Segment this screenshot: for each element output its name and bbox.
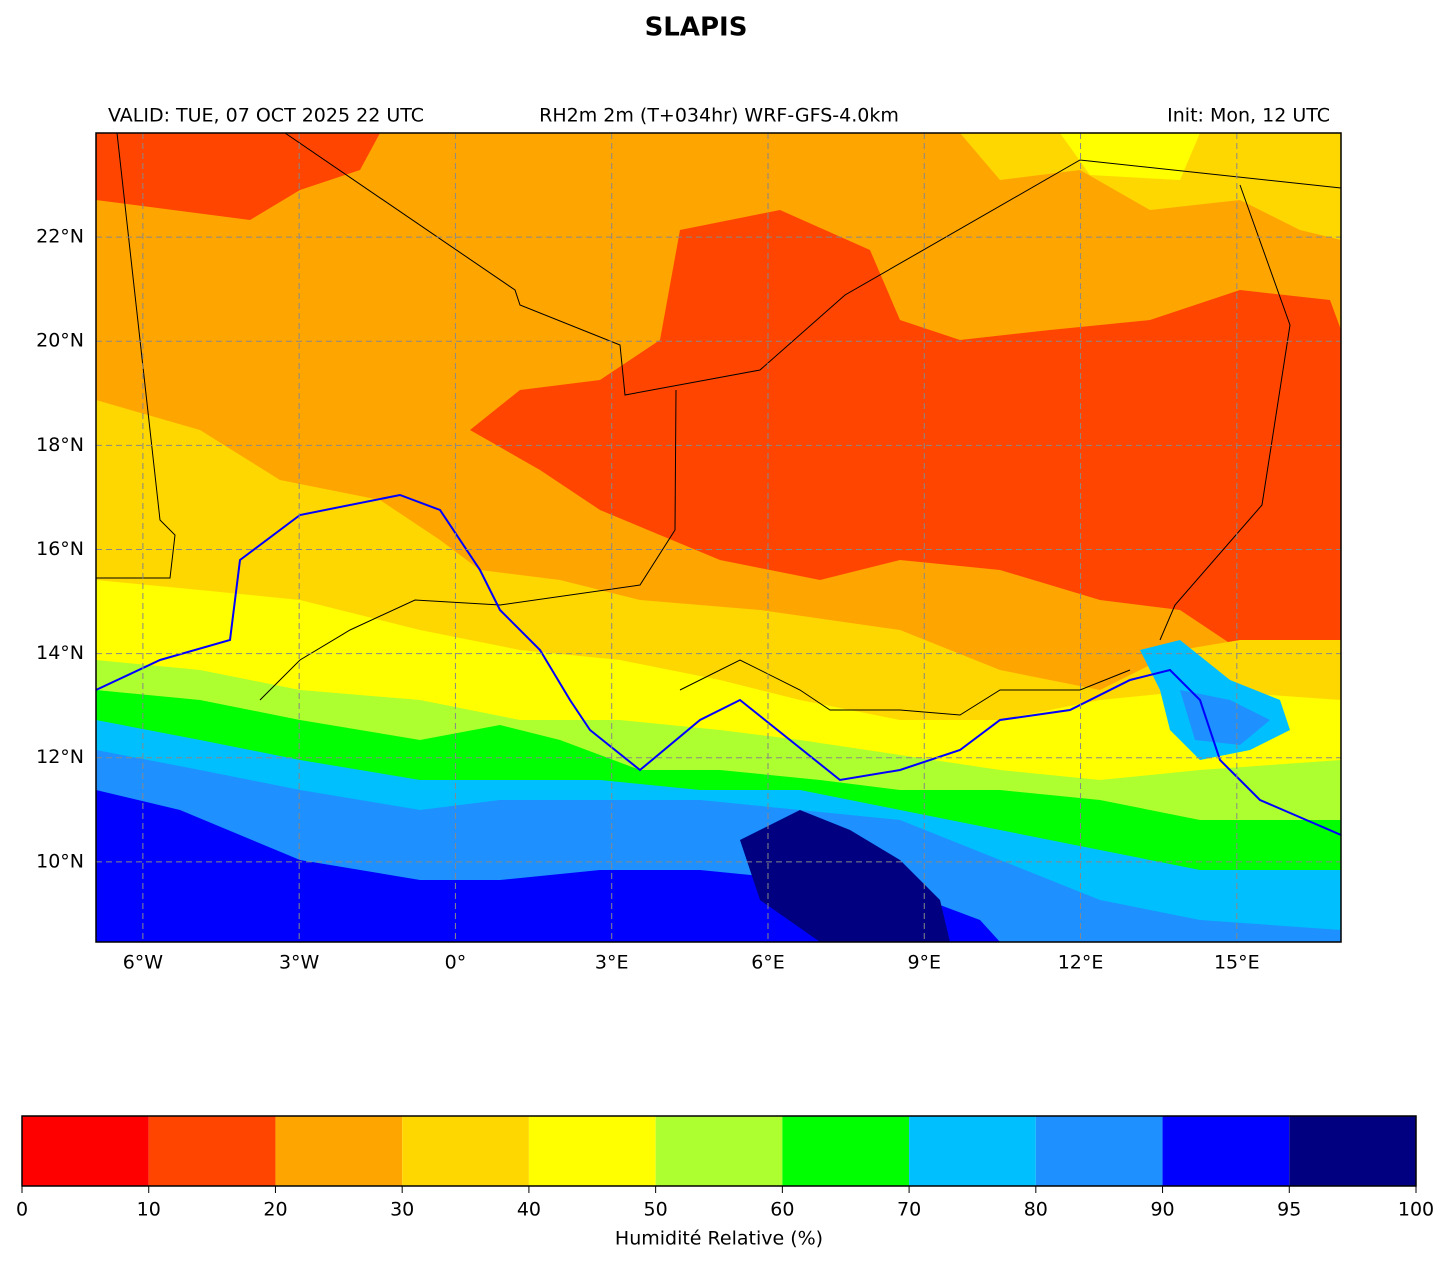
- colorbar-tick-label: 20: [263, 1199, 287, 1221]
- lon-tick-label: 15°E: [1214, 952, 1260, 974]
- map-field: [96, 133, 1341, 942]
- colorbar-segment: [782, 1116, 910, 1186]
- colorbar-tick-label: 10: [137, 1199, 161, 1221]
- colorbar-label: Humidité Relative (%): [615, 1228, 823, 1250]
- title: SLAPIS: [645, 13, 748, 43]
- lon-tick-label: 3°W: [279, 952, 320, 974]
- lat-tick-label: 20°N: [36, 330, 84, 352]
- colorbar-segment: [1035, 1116, 1163, 1186]
- colorbar-tick-label: 100: [1398, 1199, 1434, 1221]
- lat-tick-label: 12°N: [36, 746, 84, 768]
- colorbar-segment: [528, 1116, 656, 1186]
- colorbar-segment: [22, 1116, 149, 1186]
- colorbar-tick-label: 0: [16, 1199, 28, 1221]
- colorbar-tick-label: 40: [517, 1199, 541, 1221]
- colorbar-tick-label: 70: [897, 1199, 921, 1221]
- colorbar-segment: [1289, 1116, 1416, 1186]
- lat-tick-label: 22°N: [36, 226, 84, 248]
- colorbar-segment: [655, 1116, 783, 1186]
- colorbar-tick-label: 30: [390, 1199, 414, 1221]
- colorbar-tick-label: 50: [644, 1199, 668, 1221]
- lon-tick-label: 6°W: [123, 952, 164, 974]
- lat-tick-label: 14°N: [36, 642, 84, 664]
- colorbar-tick-label: 60: [770, 1199, 794, 1221]
- lat-tick-label: 16°N: [36, 538, 84, 560]
- product: RH2m 2m (T+034hr) WRF-GFS-4.0km: [539, 105, 899, 127]
- lat-tick-label: 10°N: [36, 850, 84, 872]
- valid-time: VALID: TUE, 07 OCT 2025 22 UTC: [108, 105, 424, 127]
- lon-tick-label: 3°E: [595, 952, 629, 974]
- graticule: [96, 133, 1341, 942]
- lon-tick-label: 0°: [445, 952, 467, 974]
- lon-tick-label: 6°E: [751, 952, 785, 974]
- colorbar-tick-label: 80: [1024, 1199, 1048, 1221]
- colorbar-segment: [909, 1116, 1036, 1186]
- colorbar-segment: [275, 1116, 403, 1186]
- lon-tick-label: 12°E: [1058, 952, 1104, 974]
- colorbar-tick-label: 95: [1277, 1199, 1301, 1221]
- colorbar-segment: [1162, 1116, 1290, 1186]
- colorbar: 0 10 20 30 40 50 60 70 80 90 95 100: [16, 1115, 1434, 1221]
- lat-tick-label: 18°N: [36, 434, 84, 456]
- colorbar-segment: [148, 1116, 276, 1186]
- map-frame: [95, 132, 1342, 943]
- colorbar-segment: [402, 1116, 529, 1186]
- init-time: Init: Mon, 12 UTC: [1167, 105, 1330, 127]
- lon-tick-label: 9°E: [907, 952, 941, 974]
- colorbar-frame: [21, 1115, 1417, 1187]
- colorbar-tick-label: 90: [1150, 1199, 1174, 1221]
